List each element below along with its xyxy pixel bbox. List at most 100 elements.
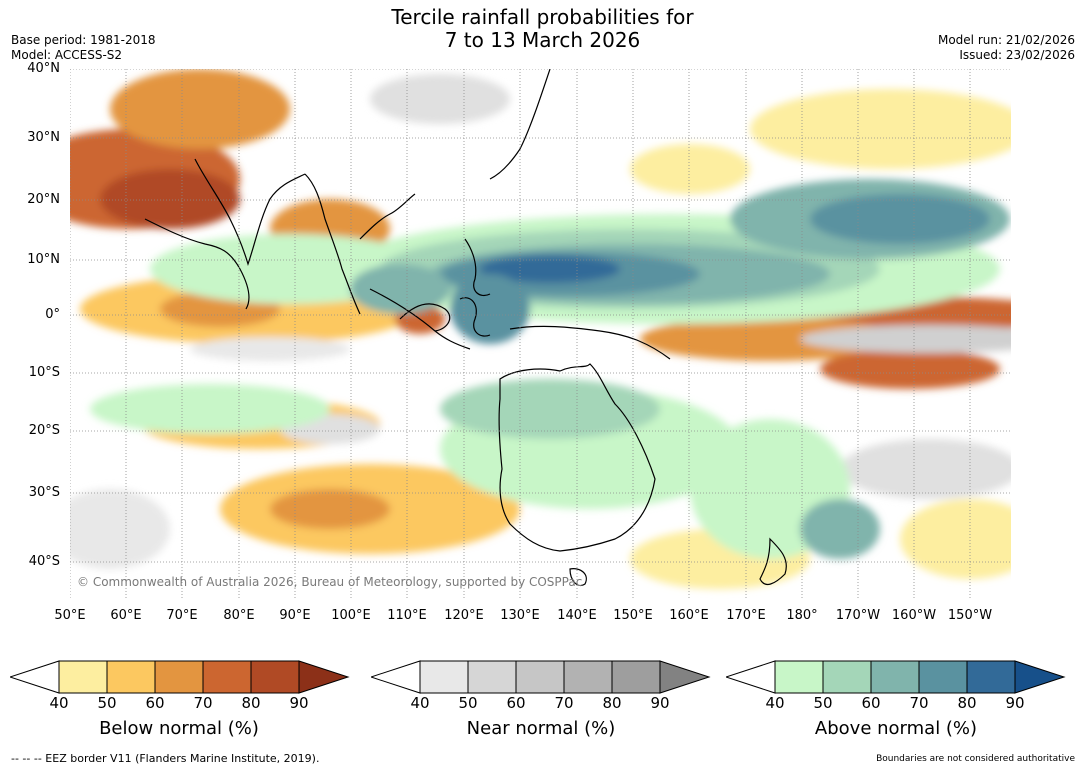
coastline-india: [194, 158, 306, 266]
lon-label: 90°E: [279, 608, 311, 623]
coastline-sulawesi: [459, 297, 491, 337]
lon-label: 100°E: [331, 608, 371, 623]
colorbar-tick: 70: [193, 694, 213, 712]
colorbar-upper-extend: [1014, 660, 1066, 694]
lon-label: 140°E: [557, 608, 597, 623]
map-title-line2: 7 to 13 March 2026: [444, 28, 641, 52]
colorbar-title-above: Above normal (%): [814, 718, 978, 739]
above-normal-region: [480, 255, 620, 283]
colorbar-upper-extend: [659, 660, 711, 694]
lon-label: 170°W: [835, 608, 881, 623]
colorbar-below-normal: [10, 660, 350, 694]
lon-label: 160°E: [669, 608, 709, 623]
lat-label: 0°: [45, 307, 60, 322]
colorbar-near-normal: [371, 660, 711, 694]
colorbar-tick: 90: [650, 694, 670, 712]
colorbar-tick: 80: [241, 694, 261, 712]
lon-label: 50°E: [54, 608, 86, 623]
lon-label: 150°E: [613, 608, 653, 623]
near-normal-region: [840, 439, 1011, 499]
lon-label: 170°E: [726, 608, 766, 623]
graticule: [70, 69, 1011, 600]
colorbar-swatch: [467, 660, 517, 694]
below-normal-region: [820, 349, 1000, 389]
eez-border-note: -- -- -- EEZ border V11 (Flanders Marine…: [11, 752, 320, 765]
above-normal-region: [810, 194, 990, 244]
boundaries-note: Boundaries are not considered authoritat…: [876, 754, 1075, 764]
coastline-australia: [498, 363, 656, 552]
colorbar-upper-extend: [298, 660, 350, 694]
near-normal-region: [370, 74, 510, 124]
lat-label: 30°N: [27, 130, 60, 145]
colorbar-tick: 90: [1005, 694, 1025, 712]
above-normal-region: [90, 384, 330, 434]
colorbar-tick: 50: [458, 694, 478, 712]
above-normal-region: [440, 379, 660, 439]
lat-label: 10°N: [27, 252, 60, 267]
colorbar-swatch: [870, 660, 920, 694]
colorbar-swatch: [58, 660, 108, 694]
below-normal-region: [640, 317, 900, 361]
colorbar-swatch: [106, 660, 156, 694]
near-normal-region: [70, 489, 170, 569]
below-normal-region: [750, 89, 1011, 169]
colorbar-swatch: [966, 660, 1016, 694]
colorbar-lower-extend: [10, 660, 60, 694]
above-normal-region: [450, 274, 530, 344]
coastline-arabia-india: [144, 218, 250, 310]
lon-label: 150°W: [947, 608, 993, 623]
colorbar-title-near: Near normal (%): [466, 718, 616, 739]
colorbar-tick: 40: [49, 694, 69, 712]
colorbar-swatch: [419, 660, 469, 694]
map-credit: © Commonwealth of Australia 2026, Bureau…: [77, 575, 583, 589]
below-normal-region: [630, 144, 750, 194]
colorbar-tick: 50: [97, 694, 117, 712]
lon-label: 130°E: [500, 608, 540, 623]
colorbar-tick: 60: [145, 694, 165, 712]
colorbar-lower-extend: [726, 660, 776, 694]
colorbar-tick: 50: [813, 694, 833, 712]
coastline-new-zealand: [759, 537, 787, 586]
above-normal-region: [350, 264, 450, 314]
lat-label: 20°S: [28, 423, 60, 438]
below-normal-region: [100, 169, 240, 229]
colorbar-tick: 90: [289, 694, 309, 712]
colorbar-tick: 70: [909, 694, 929, 712]
colorbar-lower-extend: [371, 660, 421, 694]
colorbar-swatch: [563, 660, 613, 694]
lat-label: 40°S: [28, 554, 60, 569]
above-normal-region: [800, 499, 880, 559]
colorbar-swatch: [822, 660, 872, 694]
below-normal-region: [270, 489, 390, 529]
colorbar-swatch: [250, 660, 300, 694]
colorbar-tick: 70: [554, 694, 574, 712]
colorbar-tick: 60: [861, 694, 881, 712]
model-name: Model: ACCESS-S2: [11, 48, 123, 62]
lat-label: 30°S: [28, 485, 60, 500]
colorbar-above-normal: [726, 660, 1066, 694]
colorbar-swatch: [154, 660, 204, 694]
colorbar-tick: 80: [602, 694, 622, 712]
lon-label: 180°: [786, 608, 818, 623]
lon-label: 160°W: [891, 608, 937, 623]
lat-label: 20°N: [27, 192, 60, 207]
lon-label: 110°E: [387, 608, 427, 623]
coastline-indochina-east: [359, 193, 416, 240]
coastline-philippines: [464, 238, 491, 297]
colorbar-tick: 40: [410, 694, 430, 712]
coastline-china-east: [489, 69, 551, 180]
rainfall-probability-map: [70, 69, 1011, 600]
colorbar-swatch: [774, 660, 824, 694]
model-run: Model run: 21/02/2026: [937, 33, 1075, 47]
issued-date: Issued: 23/02/2026: [959, 48, 1075, 62]
colorbar-tick: 40: [765, 694, 785, 712]
below-normal-region: [900, 499, 1011, 579]
coastline-new-guinea: [509, 325, 671, 360]
lon-label: 80°E: [223, 608, 255, 623]
colorbar-swatch: [611, 660, 661, 694]
coastlines: [144, 69, 787, 587]
below-normal-region: [110, 69, 290, 149]
map-title-line1: Tercile rainfall probabilities for: [391, 5, 694, 29]
coastline-borneo: [399, 303, 451, 332]
lon-label: 70°E: [166, 608, 198, 623]
